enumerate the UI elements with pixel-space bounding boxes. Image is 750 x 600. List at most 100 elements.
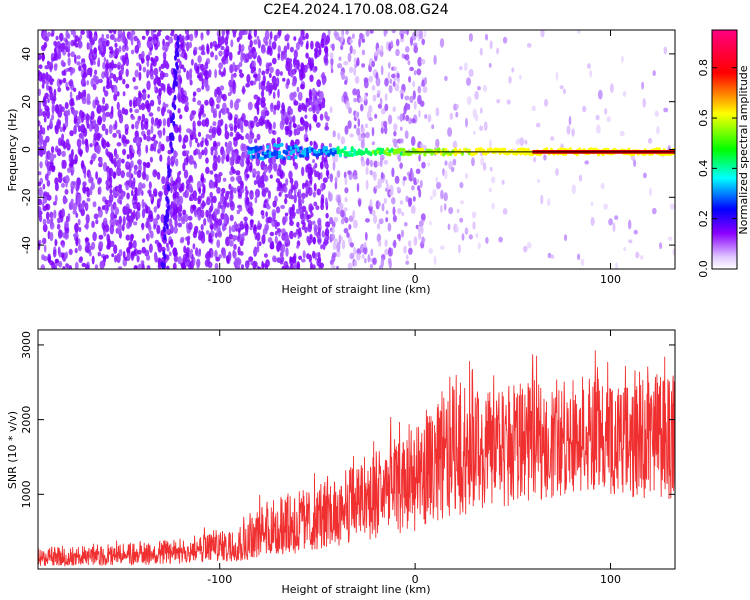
heatmap-noise-cell <box>249 39 253 48</box>
heatmap-noise-cell <box>133 249 137 255</box>
heatmap-noise-cell <box>269 66 274 74</box>
heatmap-noise-cell <box>400 33 404 40</box>
heatmap-noise-cell <box>88 67 93 74</box>
heatmap-noise-cell <box>114 42 118 48</box>
heatmap-noise-cell <box>122 215 126 226</box>
heatmap-signal-cell <box>470 151 474 156</box>
heatmap-noise-cell <box>133 164 138 171</box>
heatmap-noise-cell <box>98 234 104 240</box>
heatmap-noise-cell <box>150 57 154 62</box>
heatmap-noise-cell <box>640 255 644 260</box>
heatmap-noise-cell <box>173 149 177 160</box>
heatmap-noise-cell <box>319 161 324 170</box>
heatmap-noise-cell <box>358 38 361 48</box>
heatmap-noise-cell <box>158 190 163 197</box>
heatmap-noise-cell <box>239 121 244 130</box>
heatmap-noise-cell <box>248 137 253 144</box>
heatmap-noise-cell <box>288 170 293 180</box>
heatmap-noise-cell <box>243 216 248 222</box>
heatmap-noise-cell <box>550 254 555 259</box>
heatmap-noise-cell <box>167 155 171 164</box>
heatmap-noise-cell <box>292 115 296 124</box>
heatmap-noise-cell <box>336 241 341 252</box>
heatmap-noise-cell <box>214 262 219 269</box>
heatmap-noise-cell <box>663 46 668 55</box>
heatmap-signal-cell <box>306 153 310 158</box>
heatmap-signal-cell <box>362 150 366 155</box>
heatmap-signal-cell <box>488 147 493 152</box>
heatmap-noise-cell <box>320 244 323 250</box>
heatmap-noise-cell <box>129 150 133 160</box>
heatmap-noise-cell <box>576 30 581 34</box>
heatmap-noise-cell <box>244 30 248 35</box>
heatmap-noise-cell <box>612 222 616 233</box>
heatmap-noise-cell <box>432 188 437 198</box>
heatmap-noise-cell <box>391 73 396 79</box>
heatmap-noise-cell <box>200 140 204 148</box>
heatmap-noise-cell <box>149 99 155 107</box>
heatmap-signal-cell <box>519 147 523 152</box>
heatmap-noise-cell <box>237 228 241 233</box>
heatmap-noise-cell <box>136 201 141 211</box>
heatmap-noise-cell <box>166 254 170 261</box>
heatmap-noise-cell <box>418 220 424 228</box>
heatmap-noise-cell <box>368 75 374 83</box>
heatmap-noise-cell <box>261 260 264 269</box>
heatmap-noise-cell <box>489 166 493 172</box>
heatmap-noise-cell <box>109 175 113 186</box>
heatmap-noise-cell <box>354 75 360 84</box>
snr-y-tick-label: 2000 <box>20 406 33 434</box>
heatmap-noise-cell <box>313 183 317 192</box>
heatmap-noise-cell <box>217 230 223 238</box>
heatmap-noise-cell <box>56 148 62 157</box>
heatmap-noise-cell <box>39 124 43 131</box>
heatmap-noise-cell <box>444 75 448 82</box>
heatmap-signal-cell <box>280 142 284 147</box>
heatmap-noise-cell <box>84 237 90 242</box>
heatmap-noise-cell <box>194 148 199 156</box>
heatmap-noise-cell <box>60 139 66 147</box>
heatmap-noise-cell <box>359 32 364 40</box>
heatmap-noise-cell <box>464 172 469 180</box>
heatmap-noise-cell <box>209 41 213 49</box>
heatmap-noise-cell <box>110 153 114 164</box>
heatmap-noise-cell <box>94 264 99 269</box>
heatmap-noise-cell <box>289 46 294 53</box>
heatmap-noise-cell <box>118 133 122 139</box>
heatmap-noise-cell <box>38 241 41 251</box>
heatmap-noise-cell <box>137 263 143 269</box>
heatmap-noise-cell <box>258 67 262 74</box>
heatmap-noise-cell <box>134 69 139 78</box>
heatmap-noise-cell <box>152 30 157 33</box>
heatmap-signal-cell <box>409 151 413 156</box>
heatmap-noise-cell <box>157 242 162 248</box>
heatmap-y-tick-label: -40 <box>20 236 33 254</box>
heatmap-noise-cell <box>229 240 234 247</box>
heatmap-noise-cell <box>331 43 335 51</box>
heatmap-trace-cell <box>165 216 169 223</box>
heatmap-noise-cell <box>153 188 158 197</box>
heatmap-noise-cell <box>383 197 387 205</box>
heatmap-noise-cell <box>399 138 404 144</box>
heatmap-noise-cell <box>158 66 162 72</box>
heatmap-noise-cell <box>463 62 468 72</box>
heatmap-noise-cell <box>615 262 618 269</box>
heatmap-noise-cell <box>134 187 139 195</box>
heatmap-noise-cell <box>582 105 587 113</box>
heatmap-noise-cell <box>160 214 165 223</box>
heatmap-noise-cell <box>232 250 237 259</box>
heatmap-noise-cell <box>257 266 262 269</box>
heatmap-signal-cell <box>378 147 382 152</box>
heatmap-noise-cell <box>331 226 335 235</box>
heatmap-noise-cell <box>177 171 180 178</box>
heatmap-noise-cell <box>584 160 589 165</box>
heatmap-noise-cell <box>235 257 241 265</box>
heatmap-noise-cell <box>43 244 47 253</box>
heatmap-noise-cell <box>399 200 404 205</box>
heatmap-noise-cell <box>269 174 273 179</box>
heatmap-noise-cell <box>105 128 109 136</box>
snr-y-tick-label: 1000 <box>20 480 33 508</box>
heatmap-noise-cell <box>263 253 268 258</box>
heatmap-noise-cell <box>309 233 313 240</box>
heatmap-noise-cell <box>93 213 99 220</box>
